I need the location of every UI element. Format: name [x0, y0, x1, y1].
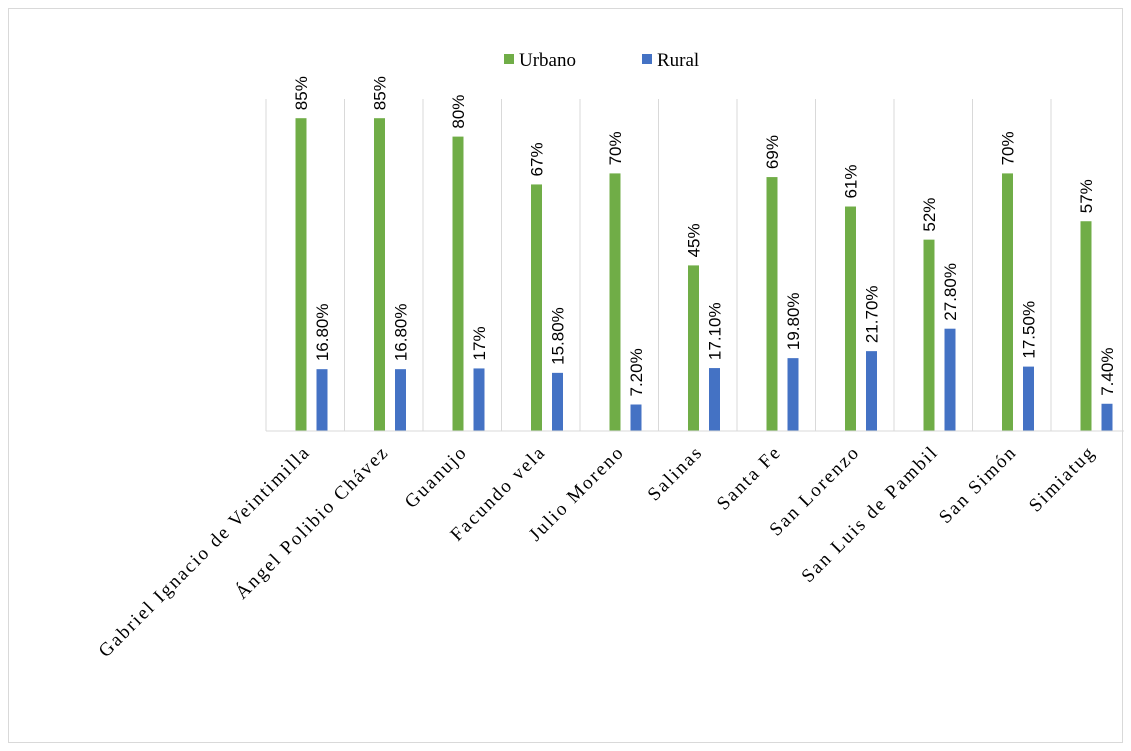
- data-label-rural: 16.80%: [313, 304, 332, 362]
- bar-urbano: [1002, 173, 1013, 431]
- x-tick-label: Salinas: [644, 442, 708, 506]
- x-tick-label: San Simón: [935, 442, 1021, 528]
- data-label-rural: 27.80%: [941, 263, 960, 321]
- x-tick-label: San Luis de Pambil: [798, 442, 943, 587]
- bar-rural: [709, 368, 720, 431]
- data-label-rural: 21.70%: [863, 285, 882, 343]
- legend-swatch-urbano: [504, 54, 514, 64]
- bar-rural: [787, 358, 799, 431]
- bar-urbano: [845, 206, 856, 431]
- data-label-rural: 7.20%: [627, 348, 646, 396]
- bar-rural: [866, 351, 877, 431]
- data-label-urbano: 70%: [606, 131, 625, 165]
- bar-urbano: [374, 118, 385, 431]
- bar-urbano: [295, 118, 307, 431]
- bar-rural: [473, 368, 485, 431]
- data-label-rural: 17%: [470, 326, 489, 360]
- bar-chart: Urbano Rural 85% 16.80% 85% 16.80% 80% 17% 67%…: [95, 50, 1124, 662]
- bar-urbano: [688, 265, 699, 431]
- bar-urbano: [609, 173, 621, 431]
- bar-rural: [552, 372, 563, 431]
- bar-rural: [630, 404, 642, 431]
- bars: [295, 118, 1113, 431]
- x-tick-label: Ángel Polibio Chávez: [231, 441, 394, 604]
- data-label-urbano: 61%: [842, 164, 861, 198]
- legend-label-rural: Rural: [657, 50, 699, 71]
- data-label-rural: 17.50%: [1020, 301, 1039, 359]
- data-label-rural: 19.80%: [784, 292, 803, 350]
- data-label-urbano: 80%: [449, 95, 468, 129]
- bar-urbano: [1080, 221, 1092, 431]
- category-dividers: [265, 99, 1052, 431]
- bar-rural: [395, 369, 406, 431]
- data-label-urbano: 85%: [371, 76, 390, 110]
- data-label-urbano: 69%: [763, 135, 782, 169]
- legend-label-urbano: Urbano: [519, 50, 576, 71]
- data-label-urbano: 85%: [292, 76, 311, 110]
- data-label-urbano: 52%: [920, 198, 939, 232]
- data-label-rural: 17.10%: [706, 302, 725, 360]
- data-label-rural: 15.80%: [549, 307, 568, 365]
- bar-urbano: [923, 239, 935, 431]
- bar-rural: [1101, 403, 1113, 431]
- x-tick-label: Guanujo: [401, 442, 472, 513]
- data-label-urbano: 67%: [528, 142, 547, 176]
- chart-frame: Urbano Rural 85% 16.80% 85% 16.80% 80% 17% 67%…: [8, 8, 1124, 743]
- legend: Urbano Rural: [504, 50, 699, 71]
- bar-urbano: [766, 177, 778, 431]
- x-tick-label: Simiatug: [1025, 442, 1100, 517]
- bar-rural: [316, 369, 328, 431]
- bar-rural: [944, 328, 956, 431]
- data-label-urbano: 45%: [685, 223, 704, 257]
- data-label-urbano: 70%: [999, 131, 1018, 165]
- x-tick-label: Santa Fe: [713, 442, 786, 515]
- data-label-urbano: 57%: [1077, 179, 1096, 213]
- data-label-rural: 7.40%: [1098, 348, 1117, 396]
- bar-urbano: [531, 184, 542, 431]
- legend-swatch-rural: [642, 54, 652, 64]
- bar-rural: [1023, 366, 1034, 431]
- data-labels: 85% 16.80% 85% 16.80% 80% 17% 67% 15.80% 70% 7.20…: [292, 76, 1117, 396]
- data-label-rural: 16.80%: [392, 304, 411, 362]
- bar-urbano: [452, 136, 464, 431]
